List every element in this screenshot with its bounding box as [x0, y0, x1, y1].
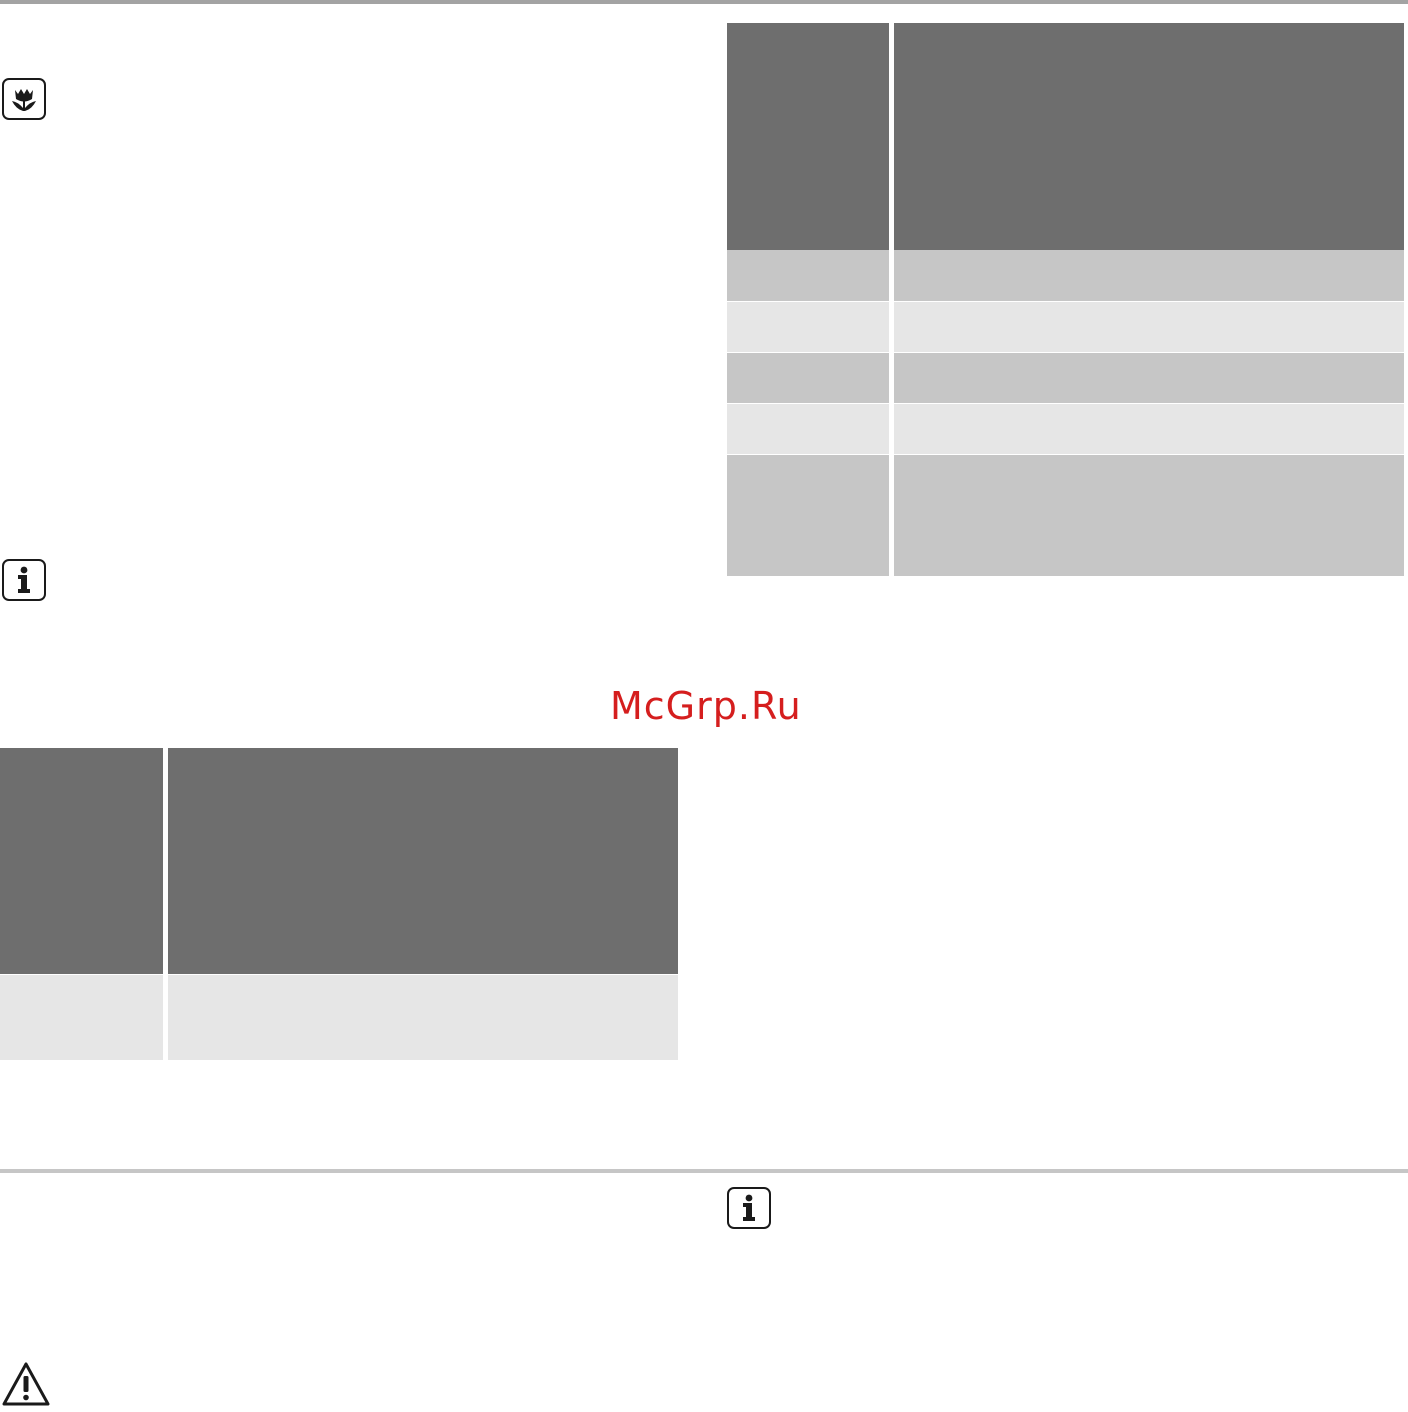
table-cell: [0, 975, 163, 1060]
table-cell: [168, 975, 678, 1060]
section-divider: [0, 1169, 1408, 1173]
info-icon: [727, 1187, 771, 1229]
eco-leaf-icon: [2, 78, 46, 120]
table-cell: [894, 353, 1404, 403]
watermark: McGrp.Ru: [610, 684, 802, 728]
table-cell: [727, 250, 889, 301]
table-cell: [727, 455, 889, 576]
table-cell: [727, 353, 889, 403]
warning-icon: [1, 1360, 51, 1408]
table-cell: [894, 250, 1404, 301]
top-divider: [0, 0, 1408, 4]
table-header-cell: [727, 23, 889, 250]
table-header-cell: [894, 23, 1404, 250]
table-header-cell: [0, 748, 163, 974]
info-icon: [2, 559, 46, 601]
table-cell: [727, 404, 889, 454]
table-header-cell: [168, 748, 678, 974]
table-cell: [894, 302, 1404, 352]
table-cell: [894, 404, 1404, 454]
table-cell: [727, 302, 889, 352]
table-cell: [894, 455, 1404, 576]
